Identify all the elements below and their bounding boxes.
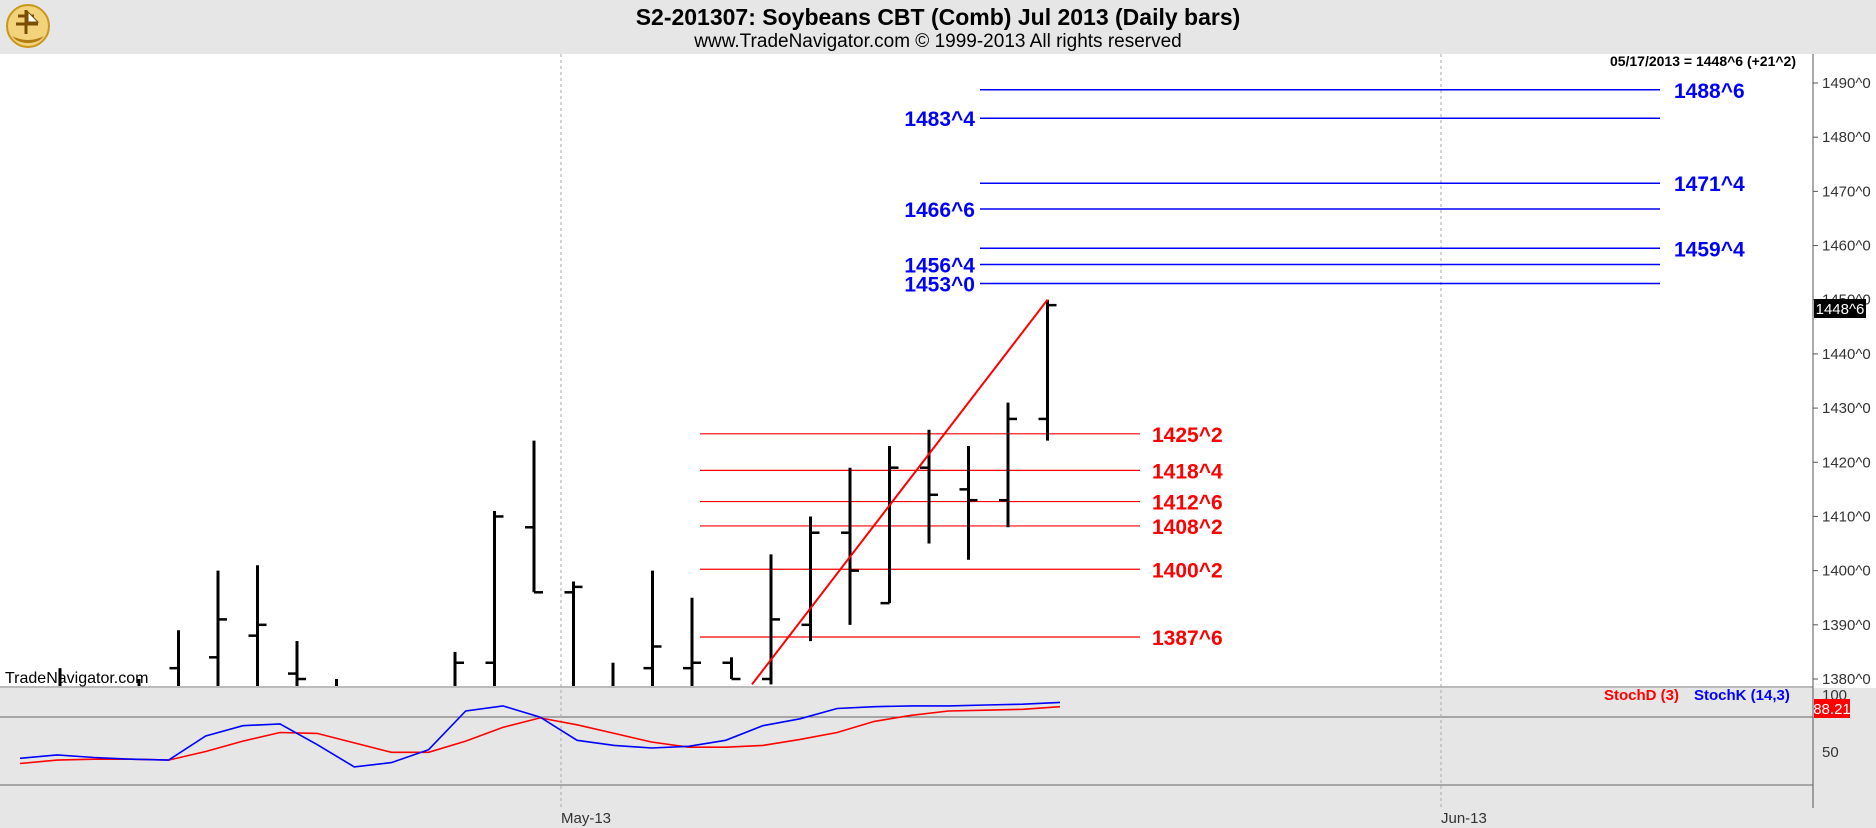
resistance-level-label: 1471^4 bbox=[1674, 173, 1745, 196]
price-tick-label: 1460^0 bbox=[1822, 238, 1871, 255]
chart-header: S2-201307: Soybeans CBT (Comb) Jul 2013 … bbox=[0, 0, 1876, 54]
stoch-level-label-50: 50 bbox=[1822, 744, 1839, 761]
stoch-legend-d: StochD (3) bbox=[1604, 687, 1679, 704]
resistance-level-label: 1466^6 bbox=[904, 199, 975, 222]
support-level-label: 1425^2 bbox=[1152, 424, 1223, 447]
price-tick-label: 1380^0 bbox=[1822, 671, 1871, 688]
price-tick-label: 1420^0 bbox=[1822, 454, 1871, 471]
ship-logo-icon bbox=[6, 4, 50, 48]
x-tick-jun: Jun-13 bbox=[1441, 810, 1487, 827]
stoch-last-badge bbox=[1814, 699, 1850, 718]
support-level-label: 1387^6 bbox=[1152, 627, 1223, 650]
price-tick-label: 1410^0 bbox=[1822, 508, 1871, 525]
support-level-label: 1400^2 bbox=[1152, 559, 1223, 582]
last-price-badge bbox=[1814, 299, 1866, 318]
last-price-label: 1448^6 bbox=[1816, 301, 1865, 318]
price-tick-label: 1440^0 bbox=[1822, 346, 1871, 363]
stoch-legend-k: StochK (14,3) bbox=[1694, 687, 1790, 704]
price-panel bbox=[0, 54, 1813, 688]
price-tick-label: 1400^0 bbox=[1822, 563, 1871, 580]
resistance-level-label: 1483^4 bbox=[904, 108, 975, 131]
support-level-label: 1408^2 bbox=[1152, 516, 1223, 539]
price-tick-label: 1390^0 bbox=[1822, 617, 1871, 634]
x-tick-may: May-13 bbox=[561, 810, 611, 827]
support-level-label: 1418^4 bbox=[1152, 460, 1223, 483]
chart-subtitle: www.TradeNavigator.com © 1999-2013 All r… bbox=[694, 31, 1182, 52]
price-tick-label: 1470^0 bbox=[1822, 183, 1871, 200]
price-axis-panel bbox=[1813, 54, 1876, 688]
stoch-series-line bbox=[19, 701, 1061, 768]
resistance-level-label: 1456^4 bbox=[904, 255, 975, 278]
price-tick-label: 1430^0 bbox=[1822, 400, 1871, 417]
price-tick-label: 1490^0 bbox=[1822, 75, 1871, 92]
watermark-text: TradeNavigator.com bbox=[5, 670, 148, 687]
stoch-last-label: 88.21 bbox=[1813, 701, 1851, 718]
chart-title: S2-201307: Soybeans CBT (Comb) Jul 2013 … bbox=[635, 4, 1241, 30]
last-info-text: 05/17/2013 = 1448^6 (+21^2) bbox=[1610, 53, 1796, 69]
trend-line bbox=[751, 299, 1049, 686]
resistance-level-label: 1459^4 bbox=[1674, 238, 1745, 261]
resistance-level-label: 1488^6 bbox=[1674, 80, 1745, 103]
resistance-level-label: 1453^0 bbox=[904, 273, 975, 296]
support-level-label: 1412^6 bbox=[1152, 492, 1223, 515]
price-tick-label: 1480^0 bbox=[1822, 129, 1871, 146]
